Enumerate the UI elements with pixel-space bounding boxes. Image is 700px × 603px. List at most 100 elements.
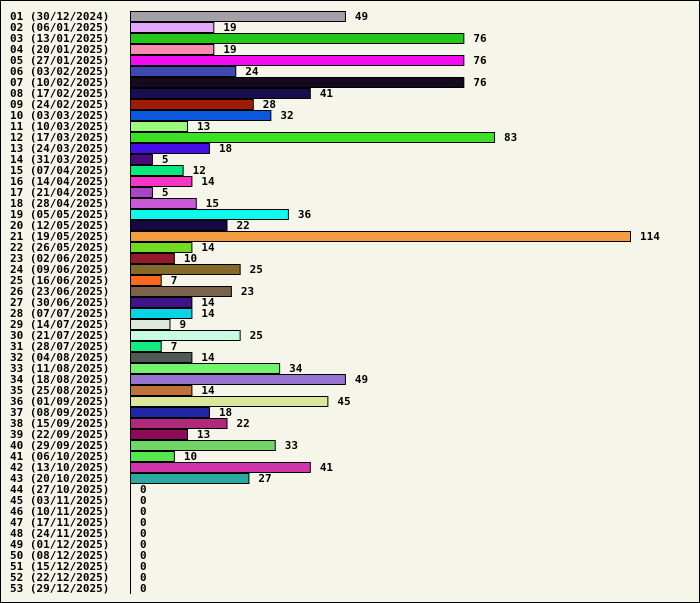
- value-label: 0: [140, 494, 147, 507]
- value-label: 36: [298, 208, 312, 221]
- bar: [130, 154, 153, 165]
- bar: [130, 22, 215, 33]
- value-label: 27: [258, 472, 271, 485]
- bar: [130, 55, 465, 66]
- category-label: 33 (11/08/2025): [10, 362, 109, 375]
- value-label: 14: [201, 351, 215, 364]
- value-label: 14: [201, 241, 215, 254]
- bar: [130, 451, 175, 462]
- category-label: 30 (21/07/2025): [10, 329, 109, 342]
- bar: [130, 264, 241, 275]
- value-label: 10: [184, 252, 197, 265]
- category-label: 45 (03/11/2025): [10, 494, 109, 507]
- bar: [130, 187, 153, 198]
- category-label: 38 (15/09/2025): [10, 417, 109, 430]
- value-label: 14: [201, 175, 215, 188]
- category-label: 50 (08/12/2025): [10, 549, 109, 562]
- category-label: 51 (15/12/2025): [10, 560, 109, 573]
- bar: [130, 308, 193, 319]
- bar: [130, 165, 184, 176]
- value-label: 19: [223, 43, 236, 56]
- category-label: 34 (18/08/2025): [10, 373, 109, 386]
- bar: [130, 374, 346, 385]
- value-label: 25: [250, 329, 263, 342]
- bar: [130, 44, 215, 55]
- bar: [130, 407, 210, 418]
- value-label: 0: [140, 483, 147, 496]
- category-label: 11 (10/03/2025): [10, 120, 109, 133]
- bar: [130, 33, 465, 44]
- category-label: 29 (14/07/2025): [10, 318, 109, 331]
- category-label: 24 (09/06/2025): [10, 263, 109, 276]
- category-label: 12 (17/03/2025): [10, 131, 109, 144]
- category-label: 32 (04/08/2025): [10, 351, 109, 364]
- bar: [130, 209, 289, 220]
- value-label: 14: [201, 384, 215, 397]
- category-label: 35 (25/08/2025): [10, 384, 109, 397]
- bar: [130, 220, 228, 231]
- bar: [130, 352, 193, 363]
- value-label: 76: [473, 32, 487, 45]
- value-label: 76: [473, 76, 487, 89]
- value-label: 23: [241, 285, 254, 298]
- category-label: 41 (06/10/2025): [10, 450, 109, 463]
- bar: [130, 396, 329, 407]
- value-label: 14: [201, 307, 215, 320]
- bar: [130, 77, 465, 88]
- category-label: 05 (27/01/2025): [10, 54, 109, 67]
- category-label: 10 (03/03/2025): [10, 109, 109, 122]
- value-label: 13: [197, 120, 210, 133]
- bar: [130, 429, 189, 440]
- bar: [130, 231, 631, 242]
- value-label: 12: [193, 164, 206, 177]
- bar: [130, 242, 193, 253]
- value-label: 14: [201, 296, 215, 309]
- category-label: 03 (13/01/2025): [10, 32, 109, 45]
- category-label: 48 (24/11/2025): [10, 527, 109, 540]
- bar: [130, 198, 197, 209]
- value-label: 0: [140, 560, 147, 573]
- value-label: 19: [223, 21, 236, 34]
- value-label: 49: [355, 373, 368, 386]
- bar: [130, 176, 193, 187]
- category-label: 21 (19/05/2025): [10, 230, 109, 243]
- bar: [130, 132, 496, 143]
- value-label: 114: [640, 230, 660, 243]
- category-label: 25 (16/06/2025): [10, 274, 109, 287]
- value-label: 13: [197, 428, 210, 441]
- category-label: 18 (28/04/2025): [10, 197, 109, 210]
- bar: [130, 143, 210, 154]
- bar: [130, 418, 228, 429]
- value-label: 45: [337, 395, 350, 408]
- value-label: 0: [140, 538, 147, 551]
- category-label: 42 (13/10/2025): [10, 461, 109, 474]
- value-label: 5: [162, 186, 169, 199]
- bar: [130, 66, 237, 77]
- value-label: 10: [184, 450, 197, 463]
- value-label: 15: [206, 197, 219, 210]
- bar: [130, 121, 189, 132]
- value-label: 76: [473, 54, 487, 67]
- value-label: 0: [140, 582, 147, 595]
- value-label: 18: [219, 406, 232, 419]
- value-label: 28: [263, 98, 276, 111]
- value-label: 0: [140, 549, 147, 562]
- category-label: 36 (01/09/2025): [10, 395, 109, 408]
- bar: [130, 473, 250, 484]
- value-label: 0: [140, 505, 147, 518]
- value-label: 7: [171, 340, 178, 353]
- value-label: 9: [179, 318, 186, 331]
- bar: [130, 319, 171, 330]
- category-label: 26 (23/06/2025): [10, 285, 109, 298]
- category-label: 53 (29/12/2025): [10, 582, 109, 595]
- bar: [130, 330, 241, 341]
- category-label: 06 (03/02/2025): [10, 65, 109, 78]
- bar: [130, 385, 193, 396]
- category-label: 09 (24/02/2025): [10, 98, 109, 111]
- value-label: 25: [250, 263, 263, 276]
- value-label: 0: [140, 516, 147, 529]
- value-label: 7: [171, 274, 178, 287]
- category-label: 01 (30/12/2024): [10, 10, 109, 23]
- category-label: 20 (12/05/2025): [10, 219, 109, 232]
- category-label: 27 (30/06/2025): [10, 296, 109, 309]
